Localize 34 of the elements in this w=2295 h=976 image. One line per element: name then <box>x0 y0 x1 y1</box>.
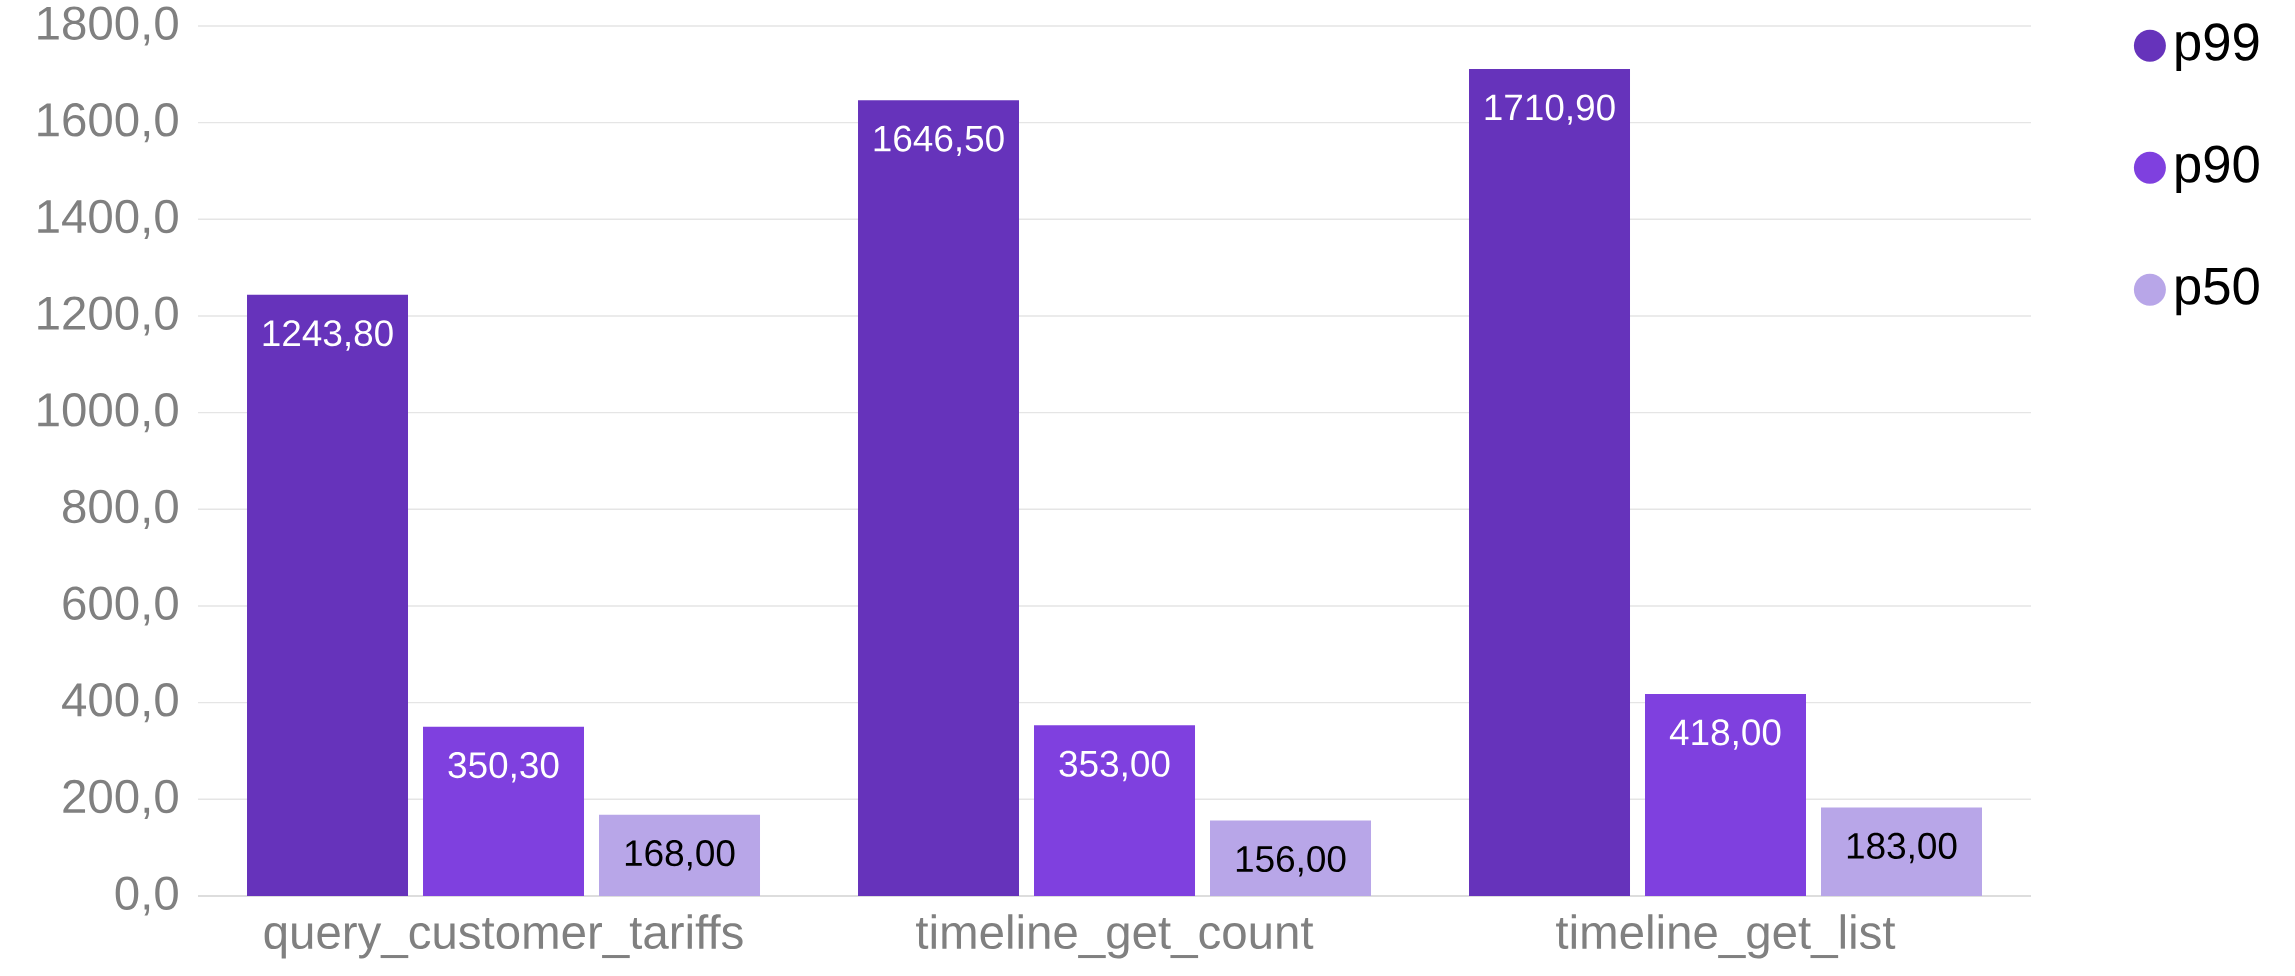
data-label: 418,00 <box>1669 719 1781 750</box>
y-tick-label: 1400,0 <box>38 199 178 239</box>
data-label: 1243,80 <box>263 320 393 351</box>
y-tick-label: 0,0 <box>115 876 178 916</box>
bar <box>858 100 1020 896</box>
y-tick-label: 1600,0 <box>38 103 178 143</box>
data-label: 168,00 <box>625 840 735 871</box>
legend-label: p99 <box>2176 23 2259 72</box>
y-tick-label: 400,0 <box>62 683 178 723</box>
y-tick-label: 600,0 <box>63 586 178 626</box>
data-label: 1646,50 <box>874 125 1004 156</box>
data-label: 156,00 <box>1236 845 1346 877</box>
bar <box>247 294 409 896</box>
y-tick-label: 200,0 <box>63 779 178 819</box>
bar <box>1821 807 1982 896</box>
data-label: 353,00 <box>1059 750 1170 782</box>
bar <box>599 814 761 896</box>
bar <box>1645 693 1806 896</box>
legend-label: p50 <box>2176 267 2259 316</box>
x-tick-label: timeline_get_count <box>916 914 1314 959</box>
bar <box>1469 69 1631 896</box>
data-label: 350,30 <box>448 752 559 783</box>
legend-label: p90 <box>2176 145 2259 194</box>
x-tick-label: query_customer_tariffs <box>264 914 743 959</box>
y-tick-label: 1200,0 <box>38 296 178 336</box>
y-tick-label: 1000,0 <box>38 393 178 433</box>
data-label: 183,00 <box>1847 832 1957 864</box>
x-tick-label: timeline_get_list <box>1556 914 1896 959</box>
bar <box>1034 725 1196 896</box>
bar <box>1210 820 1372 896</box>
data-label: 1710,90 <box>1485 94 1615 125</box>
y-tick-label: 800,0 <box>63 489 178 529</box>
bar <box>423 726 585 896</box>
y-tick-label: 1800,0 <box>38 6 178 46</box>
